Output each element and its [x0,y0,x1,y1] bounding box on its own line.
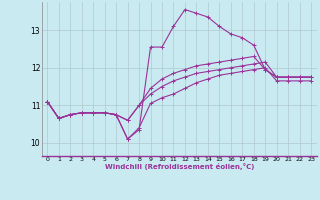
X-axis label: Windchill (Refroidissement éolien,°C): Windchill (Refroidissement éolien,°C) [105,163,254,170]
